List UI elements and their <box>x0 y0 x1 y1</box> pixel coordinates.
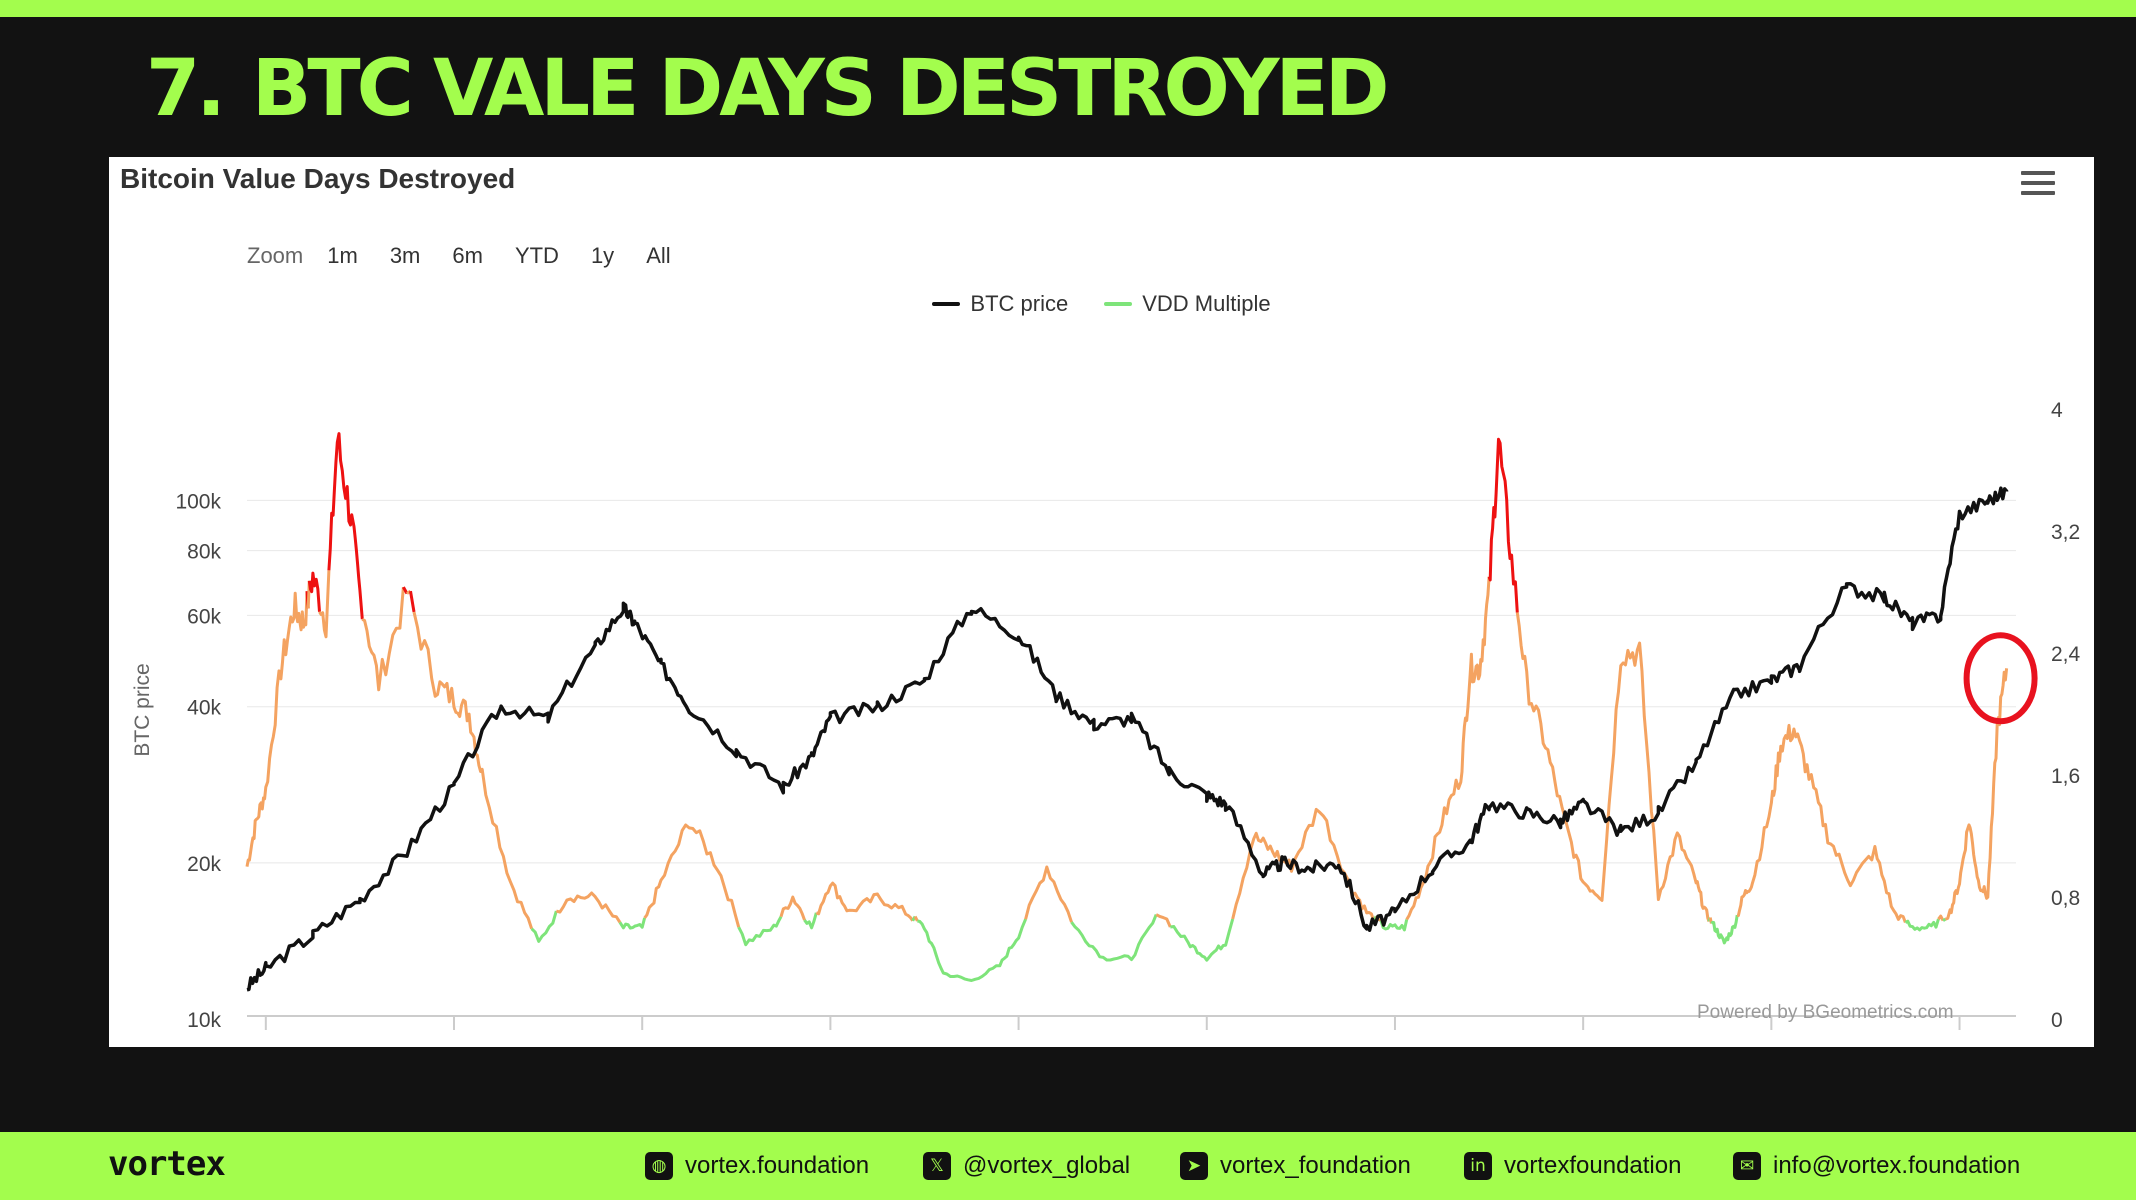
contact-linkedin-text: vortexfoundation <box>1504 1152 1682 1179</box>
vdd-multiple-line <box>803 912 818 930</box>
y-right-tick-label: 1,6 <box>2051 765 2080 788</box>
vdd-multiple-line <box>779 895 806 921</box>
vdd-multiple-line <box>1024 865 1073 923</box>
telegram-icon: ➤ <box>1180 1152 1208 1180</box>
chart-legend: BTC price VDD Multiple <box>109 291 2094 317</box>
y-right-tick-label: 2,4 <box>2051 643 2081 666</box>
contact-telegram-text: vortex_foundation <box>1220 1152 1411 1179</box>
legend-item-vdd-multiple[interactable]: VDD Multiple <box>1104 291 1271 317</box>
menu-line <box>2021 181 2055 185</box>
zoom-1y-button[interactable]: 1y <box>590 243 615 268</box>
legend-swatch-vdd <box>1104 302 1133 306</box>
contact-email[interactable]: ✉ info@vortex.foundation <box>1733 1152 2020 1180</box>
vdd-multiple-line <box>1904 918 1940 932</box>
zoom-all-button[interactable]: All <box>646 243 671 268</box>
top-accent-bar <box>0 0 2136 17</box>
chart-menu-button[interactable] <box>2021 171 2055 199</box>
slide-title: 7. BTC VALE DAYS DESTROYED <box>146 44 1390 134</box>
y-right-tick-label: 0,8 <box>2051 887 2080 910</box>
vdd-multiple-line <box>318 570 331 639</box>
vdd-multiple-line <box>1937 914 1945 922</box>
mail-icon: ✉ <box>1733 1152 1761 1180</box>
y-left-tick-label: 100k <box>175 490 221 513</box>
vdd-multiple-line <box>1942 917 1947 922</box>
vdd-multiple-line <box>1405 576 1491 921</box>
y-left-tick-label: 20k <box>187 853 221 876</box>
x-icon: 𝕏 <box>923 1152 951 1180</box>
menu-line <box>2021 191 2055 195</box>
y-left-tick-label: 10k <box>187 1009 221 1032</box>
y-left-tick-label: 80k <box>187 541 221 564</box>
contact-telegram[interactable]: ➤ vortex_foundation <box>1180 1152 1411 1180</box>
vdd-multiple-line <box>913 915 919 922</box>
vdd-multiple-line <box>1231 807 1376 922</box>
btc-price-line <box>246 486 2009 992</box>
vdd-multiple-line <box>1170 918 1235 962</box>
y-left-axis-title: BTC price <box>131 663 154 756</box>
legend-label-vdd: VDD Multiple <box>1142 291 1271 316</box>
zoom-ytd-button[interactable]: YTD <box>514 243 559 268</box>
vdd-multiple-line <box>1710 914 1739 945</box>
slide-title-text: BTC VALE DAYS DESTROYED <box>251 44 1390 134</box>
vdd-multiple-line <box>530 910 558 943</box>
vdd-multiple-line <box>1379 919 1409 932</box>
contact-linkedin[interactable]: in vortexfoundation <box>1464 1152 1681 1180</box>
chart-credit[interactable]: Powered by BGeometrics.com <box>1697 1002 1954 1023</box>
vdd-multiple-line <box>1487 437 1519 613</box>
vdd-multiple-line <box>917 918 1027 982</box>
contact-website[interactable]: ◍ vortex.foundation <box>645 1152 869 1180</box>
contact-email-text: info@vortex.foundation <box>1773 1152 2021 1179</box>
globe-icon: ◍ <box>645 1152 673 1180</box>
vdd-multiple-line <box>643 823 741 928</box>
vdd-multiple-line <box>409 590 416 613</box>
linkedin-icon: in <box>1464 1152 1492 1180</box>
vdd-multiple-line <box>1944 668 2009 921</box>
contact-website-text: vortex.foundation <box>685 1152 870 1179</box>
vdd-multiple-line <box>737 915 783 947</box>
vdd-multiple-line <box>327 432 364 620</box>
zoom-1m-button[interactable]: 1m <box>327 243 358 268</box>
footer-bar: vortex ◍ vortex.foundation 𝕏 @vortex_glo… <box>0 1132 2136 1200</box>
vdd-multiple-line <box>1736 723 1907 924</box>
y-left-tick-label: 60k <box>187 605 221 628</box>
vdd-multiple-line <box>1155 913 1172 928</box>
highlight-circle <box>1963 632 2038 725</box>
vdd-multiple-line <box>815 881 914 922</box>
y-right-tick-label: 0 <box>2051 1009 2063 1032</box>
contact-x[interactable]: 𝕏 @vortex_global <box>923 1152 1130 1180</box>
vdd-multiple-line <box>618 917 647 930</box>
legend-label-btc: BTC price <box>970 291 1069 316</box>
menu-line <box>2021 171 2055 175</box>
slide-number: 7. <box>146 44 226 134</box>
vdd-multiple-line <box>307 571 321 612</box>
vdd-multiple-line <box>555 891 622 924</box>
zoom-6m-button[interactable]: 6m <box>452 243 483 268</box>
vdd-multiple-line <box>245 591 309 867</box>
contact-x-text: @vortex_global <box>963 1152 1131 1179</box>
vdd-chart: 10k 20k 40k 60k 80k 100k 0 0,8 1,6 2,4 3,2 4 BTC pri… <box>131 399 2081 1032</box>
zoom-label: Zoom <box>247 243 304 268</box>
y-right-tick-label: 3,2 <box>2051 521 2080 544</box>
legend-swatch-btc <box>932 302 961 306</box>
zoom-3m-button[interactable]: 3m <box>389 243 421 268</box>
vdd-multiple-line <box>412 611 534 930</box>
vdd-multiple-line <box>361 586 405 692</box>
chart-card: 10k 20k 40k 60k 80k 100k 0 0,8 1,6 2,4 3,2 4 BTC pri… <box>109 157 2094 1047</box>
vdd-multiple-line <box>1515 612 1711 922</box>
vdd-multiple-line <box>1070 914 1158 962</box>
chart-title: Bitcoin Value Days Destroyed <box>120 163 516 194</box>
zoom-controls: Zoom 1m 3m 6m YTD 1y All <box>247 241 703 271</box>
y-left-tick-label: 40k <box>187 697 221 720</box>
vortex-logo: vortex <box>108 1144 226 1184</box>
legend-item-btc-price[interactable]: BTC price <box>932 291 1068 317</box>
y-right-tick-label: 4 <box>2051 399 2063 422</box>
